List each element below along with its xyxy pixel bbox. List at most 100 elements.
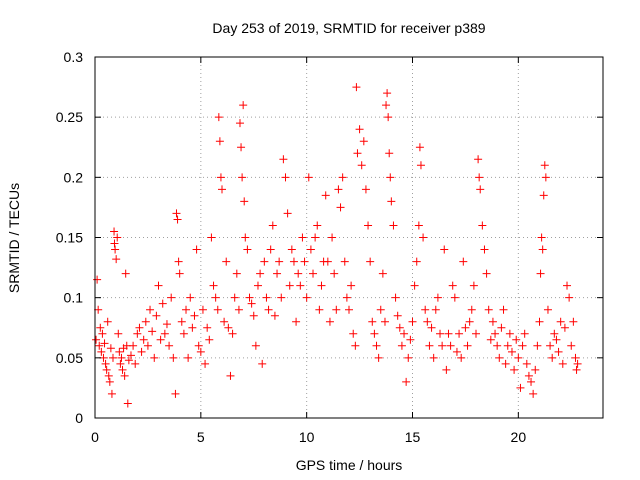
data-point: [230, 293, 239, 302]
data-point: [488, 317, 497, 326]
data-point: [467, 305, 476, 314]
data-point: [455, 329, 464, 338]
data-point: [260, 257, 269, 266]
data-point: [245, 293, 254, 302]
data-point: [452, 347, 461, 356]
data-point: [347, 281, 356, 290]
data-point: [182, 305, 191, 314]
data-point: [174, 257, 183, 266]
data-point: [382, 101, 391, 110]
data-point: [351, 341, 360, 350]
data-point: [279, 155, 288, 164]
data-point: [569, 317, 578, 326]
data-point: [352, 83, 361, 92]
data-point: [461, 323, 470, 332]
data-point: [402, 377, 411, 386]
data-point: [158, 299, 167, 308]
data-point: [275, 257, 284, 266]
data-point: [538, 245, 547, 254]
data-point: [184, 353, 193, 362]
data-point: [423, 317, 432, 326]
data-point: [543, 305, 552, 314]
y-tick-label: 0.05: [56, 350, 83, 366]
data-point: [169, 353, 178, 362]
data-point: [240, 197, 249, 206]
data-point: [546, 341, 555, 350]
data-point: [450, 293, 459, 302]
data-point: [103, 317, 112, 326]
data-point: [368, 317, 377, 326]
data-point: [414, 221, 423, 230]
data-point: [495, 353, 504, 362]
data-point: [234, 305, 243, 314]
y-tick-label: 0.3: [64, 49, 84, 65]
data-point: [124, 356, 133, 365]
data-point: [393, 311, 402, 320]
data-point: [241, 233, 250, 242]
data-point: [386, 173, 395, 182]
data-point: [524, 371, 533, 380]
data-point: [239, 101, 248, 110]
data-point: [148, 327, 157, 336]
data-point: [203, 323, 212, 332]
data-point: [529, 389, 538, 398]
x-tick-label: 10: [299, 429, 315, 445]
data-point: [93, 275, 102, 284]
data-point: [118, 365, 127, 374]
data-point: [425, 341, 434, 350]
data-point: [156, 335, 165, 344]
data-point: [510, 365, 519, 374]
data-point: [469, 281, 478, 290]
data-point: [474, 155, 483, 164]
data-point: [139, 335, 148, 344]
data-point: [499, 305, 508, 314]
data-point: [287, 245, 296, 254]
data-point: [137, 347, 146, 356]
data-point: [406, 335, 415, 344]
data-point: [222, 257, 231, 266]
data-point: [395, 323, 404, 332]
data-point: [192, 245, 201, 254]
y-tick-label: 0.25: [56, 109, 83, 125]
data-point: [171, 389, 180, 398]
data-point: [491, 329, 500, 338]
data-point: [249, 311, 258, 320]
data-point: [340, 257, 349, 266]
data-point: [94, 305, 103, 314]
data-point: [121, 269, 130, 278]
data-point: [480, 245, 489, 254]
data-point: [294, 269, 303, 278]
data-point: [514, 353, 523, 362]
data-point: [387, 197, 396, 206]
data-point: [235, 119, 244, 128]
data-point: [472, 329, 480, 338]
data-point: [476, 185, 485, 194]
data-point: [131, 359, 140, 368]
x-tick-label: 15: [405, 429, 421, 445]
data-point: [505, 329, 514, 338]
data-point: [268, 221, 277, 230]
y-tick-label: 0: [75, 410, 83, 426]
data-point: [384, 113, 393, 122]
data-point: [104, 371, 113, 380]
data-point: [389, 221, 398, 230]
data-point: [111, 245, 120, 254]
x-tick-label: 0: [91, 429, 99, 445]
data-point: [457, 353, 466, 362]
data-point: [285, 281, 294, 290]
data-point: [141, 317, 150, 326]
data-point: [374, 353, 383, 362]
data-point: [376, 305, 385, 314]
data-point: [194, 341, 203, 350]
data-point: [123, 399, 132, 408]
data-point: [281, 173, 290, 182]
data-point: [116, 359, 125, 368]
y-axis-label: SRMTID / TECUs: [6, 183, 22, 293]
data-point: [357, 161, 366, 170]
data-point: [232, 269, 241, 278]
data-point: [520, 329, 529, 338]
data-point: [302, 293, 311, 302]
data-point: [214, 113, 223, 122]
data-point: [277, 293, 286, 302]
data-point: [152, 311, 161, 320]
